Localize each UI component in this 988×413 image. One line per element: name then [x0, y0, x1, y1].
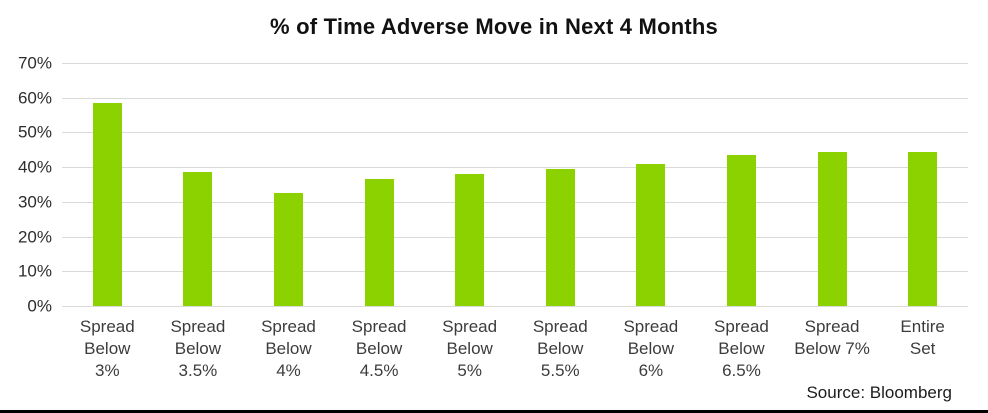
- bar: [636, 163, 666, 306]
- x-tick-label: Spread Below 5%: [442, 317, 498, 380]
- bar-column: [787, 63, 878, 306]
- y-tick-label: 60%: [17, 88, 52, 108]
- x-tick-label: Spread Below 4.5%: [351, 317, 407, 380]
- plot-area: [62, 63, 968, 307]
- bar: [726, 155, 756, 306]
- y-tick-label: 40%: [17, 157, 52, 177]
- source-label: Source: Bloomberg: [806, 383, 952, 402]
- x-tick-label: Spread Below 6.5%: [714, 317, 769, 380]
- bar: [273, 193, 303, 306]
- gridline: [62, 201, 968, 203]
- x-tick-label: Spread Below 5.5%: [532, 317, 588, 380]
- gridline: [62, 306, 968, 307]
- bar-column: [334, 63, 425, 306]
- x-axis-labels: Spread Below 3% Spread Below 3.5% Spread B…: [62, 316, 968, 382]
- x-tick-label: Spread Below 3.5%: [170, 317, 226, 380]
- y-tick-label: 50%: [17, 122, 52, 142]
- bar-column: [243, 63, 334, 306]
- bar-column: [877, 63, 968, 306]
- y-tick-label: 30%: [17, 192, 52, 212]
- bar-column: [424, 63, 515, 306]
- bar: [183, 172, 213, 306]
- y-tick-label: 20%: [17, 227, 52, 247]
- bar-column: [606, 63, 697, 306]
- y-tick-label: 0%: [27, 296, 52, 316]
- bar-column: [515, 63, 606, 306]
- gridline: [62, 97, 968, 99]
- bar: [817, 151, 847, 306]
- y-tick-label: 10%: [17, 261, 52, 281]
- x-tick-label: Spread Below 7%: [794, 317, 870, 358]
- bar-column: [62, 63, 153, 306]
- x-tick-label: Spread Below 3%: [79, 317, 135, 380]
- gridline: [62, 271, 968, 273]
- bar: [92, 102, 122, 306]
- bar: [908, 151, 938, 306]
- y-tick-label: 70%: [17, 53, 52, 73]
- y-axis: 70% 60% 50% 40% 30% 20% 10% 0%: [0, 0, 52, 410]
- chart-title: % of Time Adverse Move in Next 4 Months: [270, 14, 718, 39]
- gridline: [62, 132, 968, 134]
- bar-column: [153, 63, 244, 306]
- gridline: [62, 63, 968, 64]
- bar: [364, 179, 394, 306]
- bar-column: [696, 63, 787, 306]
- gridline: [62, 167, 968, 169]
- x-tick-label: Spread Below 4%: [261, 317, 316, 380]
- bar: [545, 168, 575, 306]
- gridline: [62, 236, 968, 238]
- bar-series: [62, 63, 968, 306]
- x-tick-label: Spread Below 6%: [623, 317, 679, 380]
- bar: [455, 174, 485, 306]
- x-tick-label: Entire Set: [900, 317, 945, 358]
